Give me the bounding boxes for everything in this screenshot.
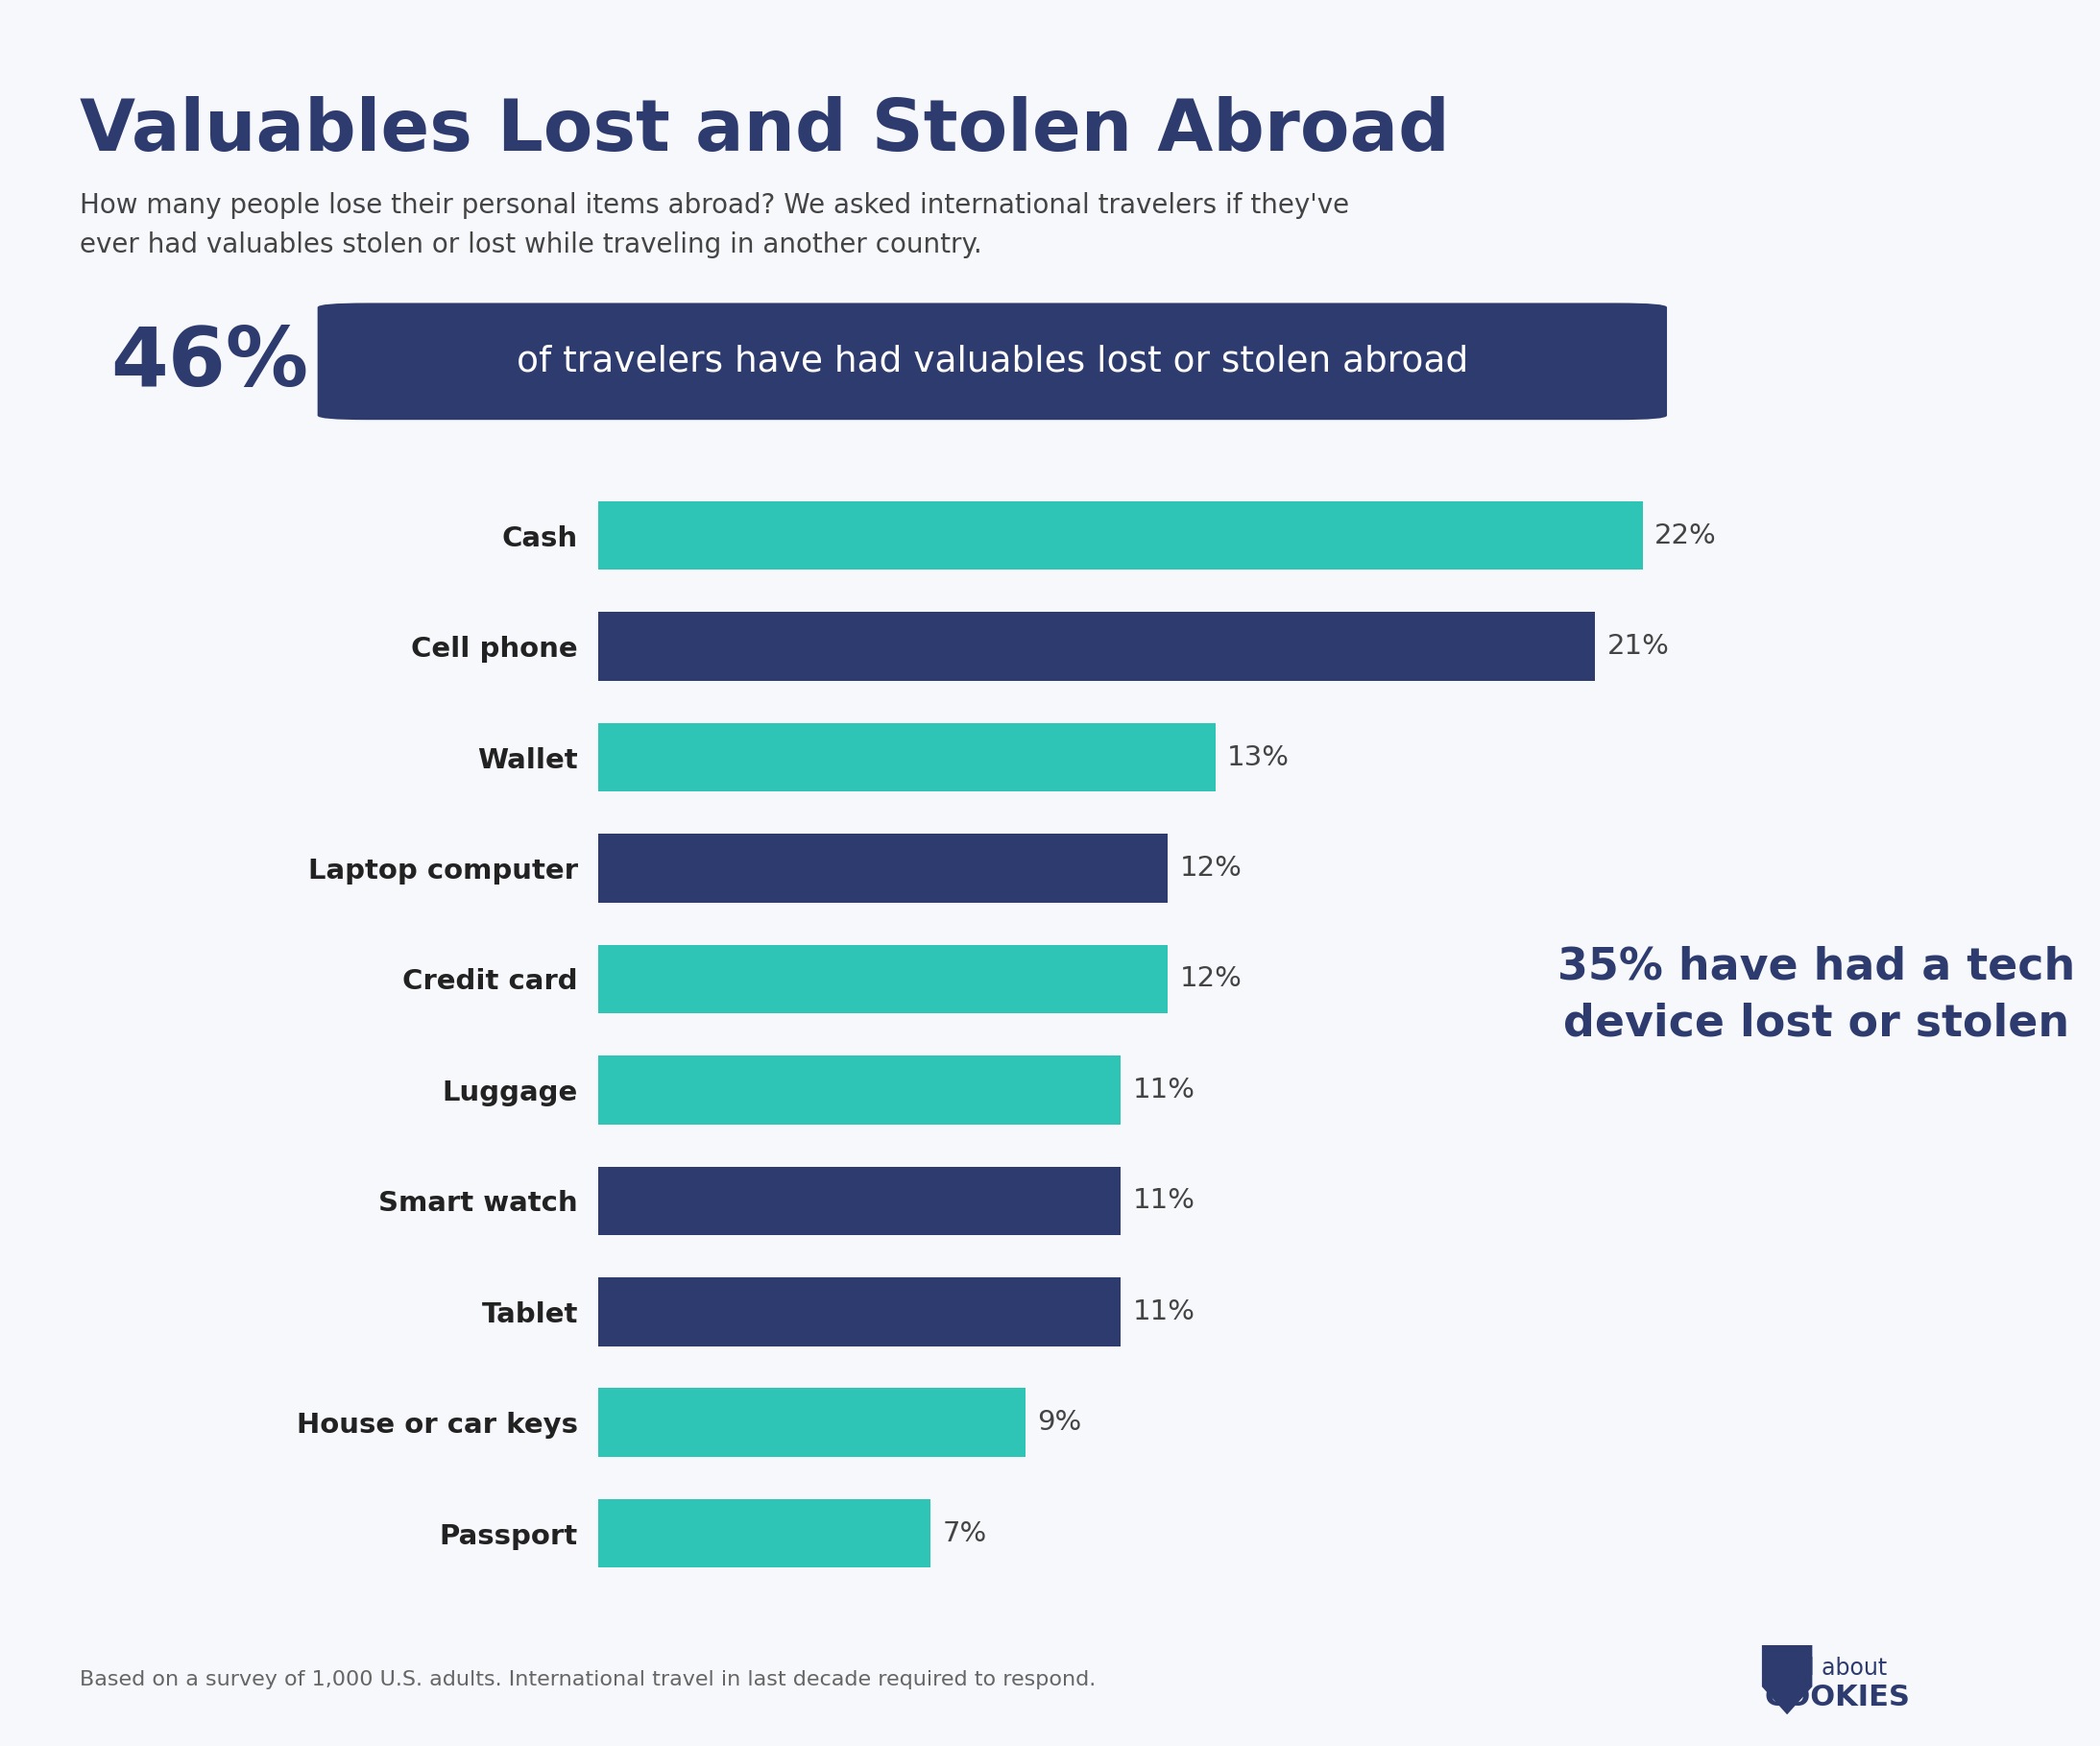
Text: all about: all about	[1787, 1657, 1888, 1680]
Bar	[598, 1166, 1121, 1234]
Text: COOKIES: COOKIES	[1764, 1683, 1911, 1711]
Bar	[598, 1500, 930, 1568]
Text: Based on a survey of 1,000 U.S. adults. International travel in last decade requ: Based on a survey of 1,000 U.S. adults. …	[80, 1669, 1096, 1690]
Text: 35% have had a tech
device lost or stolen: 35% have had a tech device lost or stole…	[1558, 945, 2075, 1046]
Text: 11%: 11%	[1132, 1299, 1195, 1325]
Text: 7%: 7%	[943, 1521, 987, 1547]
Text: How many people lose their personal items abroad? We asked international travele: How many people lose their personal item…	[80, 192, 1350, 258]
Bar	[598, 945, 1168, 1013]
Bar	[598, 835, 1168, 903]
Text: Valuables Lost and Stolen Abroad: Valuables Lost and Stolen Abroad	[80, 96, 1449, 166]
Text: 12%: 12%	[1180, 856, 1243, 882]
Bar	[598, 1388, 1025, 1456]
Bar	[598, 1278, 1121, 1346]
Text: 46%: 46%	[111, 323, 309, 403]
Bar	[598, 1056, 1121, 1124]
Text: 13%: 13%	[1226, 744, 1289, 770]
Text: 11%: 11%	[1132, 1187, 1195, 1213]
Bar	[598, 613, 1596, 681]
Text: 21%: 21%	[1607, 634, 1670, 660]
Text: 12%: 12%	[1180, 966, 1243, 992]
Bar	[598, 501, 1642, 569]
Bar	[598, 723, 1216, 791]
Text: 11%: 11%	[1132, 1077, 1195, 1103]
Text: of travelers have had valuables lost or stolen abroad: of travelers have had valuables lost or …	[517, 344, 1468, 379]
Polygon shape	[1762, 1645, 1812, 1715]
Text: 22%: 22%	[1655, 522, 1716, 548]
Text: 9%: 9%	[1037, 1409, 1082, 1435]
FancyBboxPatch shape	[317, 304, 1667, 419]
